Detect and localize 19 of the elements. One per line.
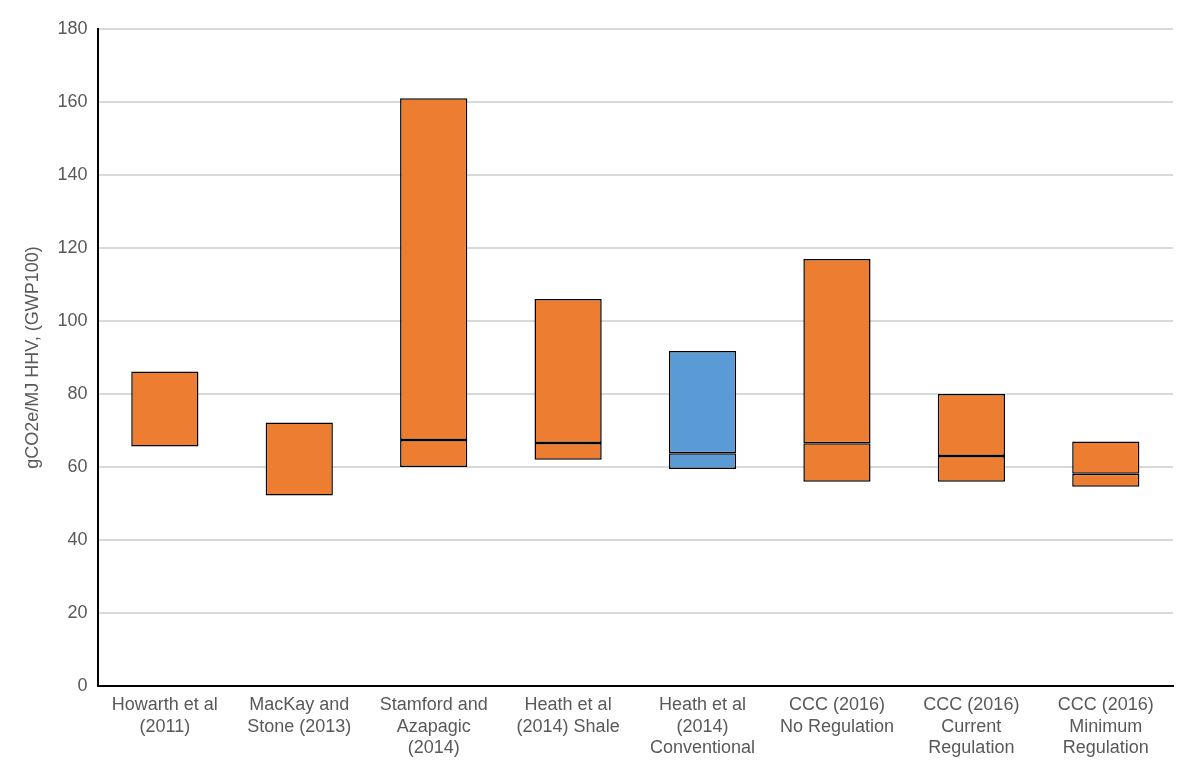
- x-tick-label: CCC (2016) Current Regulation: [923, 693, 1020, 758]
- y-tick-label: 20: [67, 602, 88, 623]
- x-tick-label: Heath et al (2014) Shale: [516, 693, 620, 736]
- x-tick-label: CCC (2016) No Regulation: [779, 693, 894, 736]
- y-tick-label: 100: [57, 309, 88, 330]
- y-tick-label: 180: [57, 17, 88, 38]
- y-tick-label: 0: [77, 675, 88, 696]
- x-tick-label: Stamford and Azapagic (2014): [379, 693, 488, 758]
- x-tick-label: Heath et al (2014) Conventional: [649, 693, 756, 758]
- y-tick-label: 120: [57, 236, 88, 257]
- y-tick-label: 60: [67, 456, 88, 477]
- y-tick-label: 80: [67, 382, 88, 403]
- x-tick-label: CCC (2016) Minimum Regulation: [1057, 693, 1154, 758]
- y-tick-label: 40: [67, 529, 88, 550]
- y-tick-label: 140: [57, 163, 88, 184]
- x-tick-label: Howarth et al (2011): [111, 693, 218, 736]
- y-tick-label: 160: [57, 90, 88, 111]
- y-axis-title: gCO2e/MJ HHV, (GWP100): [21, 246, 42, 469]
- x-tick-label: MacKay and Stone (2013): [247, 693, 352, 736]
